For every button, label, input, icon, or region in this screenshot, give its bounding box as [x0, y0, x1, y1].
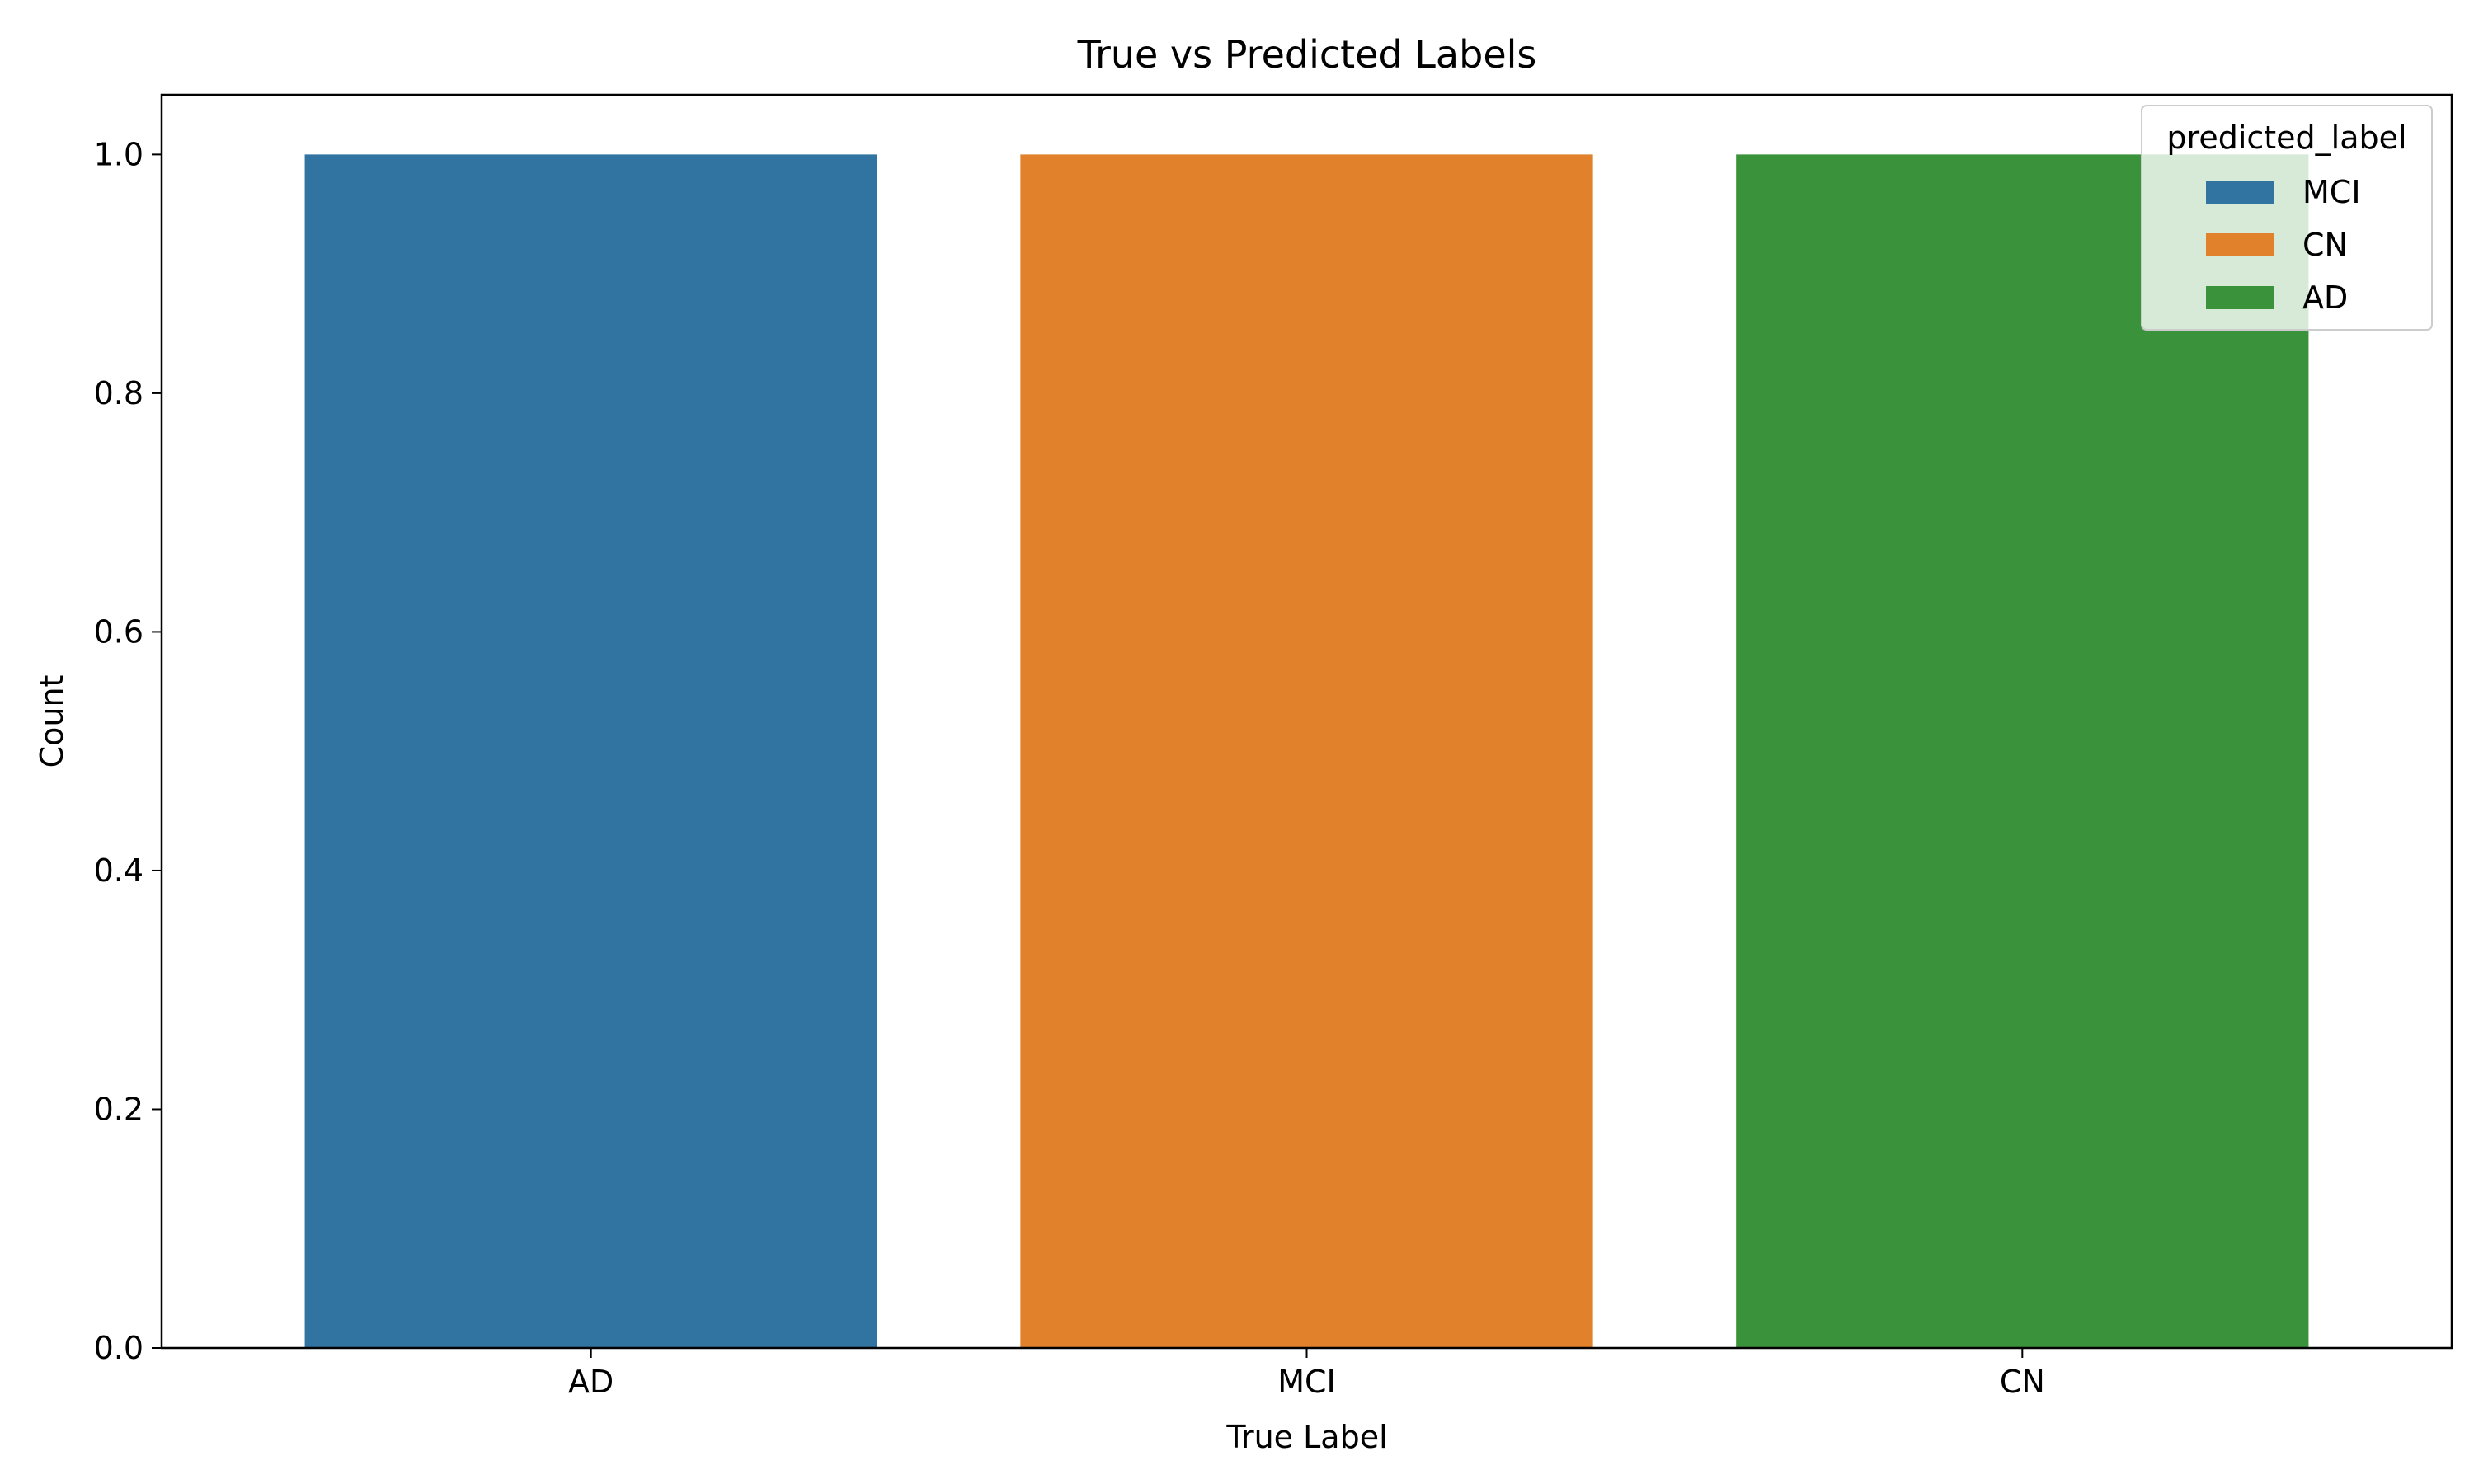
x-tick-label: MCI: [1277, 1364, 1336, 1400]
x-axis-label: True Label: [1225, 1419, 1387, 1455]
chart-title: True vs Predicted Labels: [1077, 32, 1537, 77]
bar-mci: [1020, 154, 1593, 1348]
legend-label-cn: CN: [2302, 227, 2348, 263]
y-tick-label: 0.4: [94, 852, 143, 889]
x-tick-label: AD: [568, 1364, 614, 1400]
legend-title: predicted_label: [2166, 120, 2406, 156]
legend-box: [2141, 105, 2433, 331]
legend-swatch-cn: [2206, 233, 2274, 256]
legend-swatch-ad: [2206, 286, 2274, 309]
legend-entries: MCI CN AD: [2206, 174, 2361, 316]
legend: predicted_label MCI CN AD: [2141, 105, 2433, 331]
legend-swatch-mci: [2206, 181, 2274, 204]
x-tick-label: CN: [2000, 1364, 2045, 1400]
legend-label-ad: AD: [2302, 279, 2348, 316]
y-axis-label: Count: [34, 675, 70, 768]
bars-group: [304, 154, 2309, 1348]
bar-ad: [304, 154, 877, 1348]
bar-cn: [1736, 154, 2309, 1348]
legend-label-mci: MCI: [2302, 174, 2361, 210]
y-tick-label: 0.2: [94, 1091, 143, 1127]
y-tick-label: 0.8: [94, 375, 143, 411]
y-tick-label: 1.0: [94, 136, 143, 172]
y-axis-ticks: 0.0 0.2 0.4 0.6 0.8 1.0: [94, 136, 162, 1366]
y-tick-label: 0.6: [94, 613, 143, 650]
y-tick-label: 0.0: [94, 1330, 143, 1366]
x-axis-ticks: AD MCI CN: [568, 1348, 2045, 1400]
